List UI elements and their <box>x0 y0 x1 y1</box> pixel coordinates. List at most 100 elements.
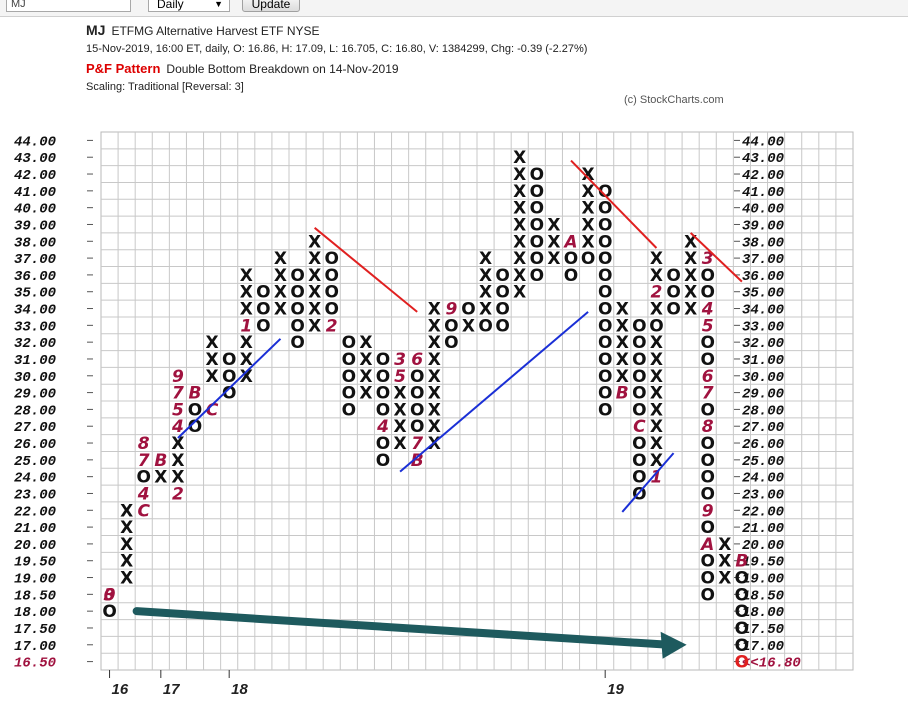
chart-title-line: MJ ETFMG Alternative Harvest ETF NYSE <box>86 22 320 38</box>
pf-o-box: O <box>598 316 612 336</box>
symbol-input[interactable]: MJ <box>6 0 131 12</box>
pf-x-box: X <box>171 468 184 488</box>
pf-x-box: X <box>394 434 407 454</box>
y-axis-left-label: 43.00 <box>14 151 56 167</box>
pf-month-marker: B <box>735 552 748 572</box>
pf-x-box: X <box>513 266 526 286</box>
pf-o-box: O <box>410 367 424 387</box>
pf-month-marker: 4 <box>701 300 714 320</box>
y-axis-left-label: 42.00 <box>14 168 56 184</box>
pf-o-box: O <box>632 316 646 336</box>
pf-o-box: O <box>632 333 646 353</box>
pf-o-box: O <box>701 350 715 370</box>
pf-o-box: O <box>342 384 356 404</box>
y-axis-right-label: 42.00 <box>742 168 784 184</box>
pf-o-box: O <box>632 384 646 404</box>
pf-o-box: O <box>495 316 509 336</box>
pf-month-marker: B <box>189 384 202 404</box>
pf-month-marker: B <box>154 451 167 471</box>
pf-o-box: O <box>376 400 390 420</box>
pf-x-box: X <box>206 350 219 370</box>
y-axis-right-label: 34.00 <box>742 303 784 319</box>
support-trend-line <box>399 311 589 473</box>
pf-month-marker: 7 <box>411 434 423 454</box>
pf-x-box: X <box>650 434 663 454</box>
pf-o-box: O <box>530 165 544 185</box>
pf-x-box: X <box>394 384 407 404</box>
pf-o-box: O <box>701 434 715 454</box>
y-axis-right-label: 21.00 <box>742 521 784 537</box>
pf-o-box: O <box>530 249 544 269</box>
y-axis-left-label: 22.00 <box>14 504 56 520</box>
pf-x-box: X <box>428 434 441 454</box>
pf-x-box: X <box>240 350 253 370</box>
pf-o-box: O <box>564 266 578 286</box>
pf-o-box: O <box>478 316 492 336</box>
update-button[interactable]: Update <box>242 0 300 12</box>
pf-o-box: O <box>325 266 339 286</box>
pf-x-box: X <box>428 350 441 370</box>
pf-o-box: O <box>598 333 612 353</box>
pf-o-box: O <box>701 400 715 420</box>
pf-x-box: X <box>650 417 663 437</box>
pf-month-marker: 3 <box>104 585 116 605</box>
pf-o-box: O <box>598 215 612 235</box>
pf-o-box: O <box>632 468 646 488</box>
pf-month-marker: 7 <box>702 384 714 404</box>
pf-o-box: O <box>461 300 475 320</box>
downtrend-arrow-head <box>660 631 687 659</box>
pf-o-box: O <box>598 199 612 219</box>
pf-x-box: X <box>479 249 492 269</box>
y-axis-right-label: 25.00 <box>742 454 784 470</box>
pf-month-marker: 2 <box>651 283 663 303</box>
y-axis-left-label: 18.50 <box>14 588 56 604</box>
y-axis-left-label: 28.00 <box>14 403 56 419</box>
pf-o-box: O <box>342 333 356 353</box>
pf-o-box: O <box>137 468 151 488</box>
pf-o-box: O <box>735 585 749 605</box>
pf-o-box: O <box>598 182 612 202</box>
pf-month-marker: 0 <box>104 585 116 605</box>
pf-x-box: X <box>513 182 526 202</box>
pf-x-box: X <box>462 316 475 336</box>
pf-x-box: X <box>120 501 133 521</box>
x-tick-label: 17 <box>163 681 180 698</box>
x-tick-label: 19 <box>607 681 624 698</box>
pf-x-box: X <box>718 569 731 589</box>
y-axis-right-label: <<16.80 <box>742 656 801 672</box>
pf-x-box: X <box>582 182 595 202</box>
pf-x-box: X <box>650 384 663 404</box>
pf-o-box: O <box>530 182 544 202</box>
y-axis-left-label: 20.00 <box>14 538 56 554</box>
y-axis-left-label: 38.00 <box>14 235 56 251</box>
pf-x-box: X <box>513 249 526 269</box>
y-axis-left-label: 19.50 <box>14 555 56 571</box>
y-axis-right-label: 40.00 <box>742 202 784 218</box>
pf-x-box: X <box>650 451 663 471</box>
pf-o-box: O <box>256 316 270 336</box>
pf-o-box: O <box>632 400 646 420</box>
y-axis-right-label: 41.00 <box>742 185 784 201</box>
pf-o-box: O <box>444 316 458 336</box>
pf-o-box: O <box>495 300 509 320</box>
pf-month-marker: C <box>137 501 150 521</box>
pf-o-box: O <box>342 367 356 387</box>
pf-o-box: O <box>598 232 612 252</box>
period-select[interactable]: Daily ▼ <box>148 0 230 12</box>
pf-o-box: O <box>256 283 270 303</box>
resistance-trend-line <box>689 232 743 283</box>
pf-x-box: X <box>120 518 133 538</box>
scaling-line: Scaling: Traditional [Reversal: 3] <box>86 81 244 93</box>
pf-o-box: O <box>325 249 339 269</box>
support-trend-line <box>177 338 282 439</box>
pf-x-box: X <box>479 283 492 303</box>
pf-x-box: X <box>650 400 663 420</box>
pf-o-box: O <box>666 283 680 303</box>
pf-x-box: X <box>120 569 133 589</box>
pf-o-box: O <box>666 300 680 320</box>
pf-o-box: O <box>376 434 390 454</box>
y-axis-right-label: 29.00 <box>742 387 784 403</box>
pf-month-marker: 6 <box>702 367 714 387</box>
pf-o-box: O <box>325 300 339 320</box>
